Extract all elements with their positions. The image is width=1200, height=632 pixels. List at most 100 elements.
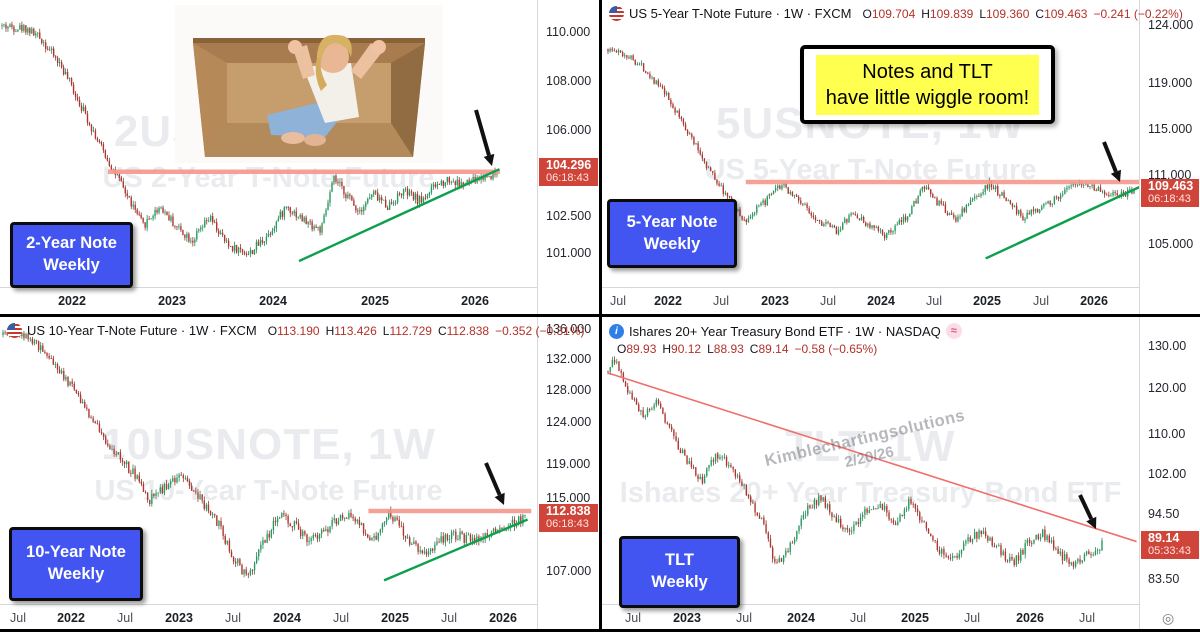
ohlc-key: H	[662, 342, 672, 356]
symbol-title[interactable]: Ishares 20+ Year Treasury Bond ETF · 1W …	[629, 323, 941, 339]
price-tick: 119.000	[546, 456, 591, 471]
label-line-2: Weekly	[643, 234, 701, 253]
down-arrow-annotation	[1102, 141, 1121, 182]
time-tick: 2024	[259, 294, 287, 308]
time-tick: 2025	[901, 611, 929, 625]
label-line-1: 5-Year Note	[626, 212, 718, 231]
bar-countdown: 06:18:43	[546, 517, 589, 530]
note-line-1: Notes and TLT	[862, 60, 993, 83]
time-tick: 2025	[361, 294, 389, 308]
last-price: 109.463	[1148, 178, 1194, 193]
price-tick: 105.000	[1148, 236, 1194, 251]
price-tick: 101.000	[546, 245, 592, 260]
note-annotation[interactable]: Notes and TLT have little wiggle room!	[800, 45, 1055, 124]
bar-countdown: 06:18:43	[1148, 192, 1191, 205]
panel-10-year-note: 10USNOTE, 1W US 10-Year T-Note Future US…	[0, 317, 599, 632]
price-change: −0.241 (−0.22%)	[1093, 6, 1183, 21]
time-tick: 2025	[973, 294, 1001, 308]
ohlc-value: 89.93	[626, 342, 657, 356]
time-tick: 2026	[489, 611, 517, 625]
price-tick: 136.000	[546, 322, 592, 336]
price-axis[interactable]: 136.000 132.000 128.000 124.000 119.000 115.0…	[537, 317, 599, 632]
time-tick: Jul	[736, 611, 752, 625]
time-tick: Jul	[625, 611, 641, 625]
price-tick: 124.000	[1148, 18, 1194, 32]
label-line-2: Weekly	[43, 256, 100, 274]
ohlc-value: 89.14	[758, 342, 789, 356]
ohlc-value: 109.839	[929, 6, 974, 21]
ohlc-value: 90.12	[671, 342, 702, 356]
ohlc-key: L	[979, 6, 986, 21]
chart-legend: i Ishares 20+ Year Treasury Bond ETF · 1…	[609, 323, 962, 339]
price-tick: 132.000	[546, 352, 592, 367]
annotation-label-tlt[interactable]: TLT Weekly	[619, 536, 740, 608]
scroll-to-realtime-icon[interactable]: ◎	[1162, 610, 1175, 626]
price-tick: 115.000	[546, 491, 591, 506]
last-price: 112.838	[546, 503, 591, 518]
ohlc-value: 109.463	[1044, 6, 1088, 21]
candlestick-chart-2-year[interactable]	[0, 0, 537, 287]
time-axis[interactable]: ◎ Jul 2023 Jul 2024 Jul 2025 Jul 2026 Jul	[602, 604, 1174, 632]
price-tick: 111.000	[1148, 167, 1192, 182]
horizontal-divider	[0, 314, 1200, 317]
annotation-label-2-year[interactable]: 2-Year Note Weekly	[10, 222, 133, 288]
time-axis[interactable]: Jul 2022 Jul 2023 Jul 2024 Jul 2025 Jul 2026	[602, 287, 1139, 314]
time-tick: 2026	[461, 294, 489, 308]
annotation-label-5-year[interactable]: 5-Year Note Weekly	[607, 199, 737, 268]
candlestick-chart-tlt[interactable]	[602, 317, 1139, 604]
note-line-2: have little wiggle room!	[825, 86, 1030, 109]
last-price: 104.296	[546, 158, 592, 173]
us-flag-icon	[609, 6, 624, 21]
time-tick: 2023	[165, 611, 193, 625]
time-axis[interactable]: Jul 2022 Jul 2023 Jul 2024 Jul 2025 Jul 2026	[0, 604, 537, 632]
price-tick: 107.000	[546, 563, 592, 578]
symbol-title[interactable]: US 10-Year T-Note Future · 1W · FXCM	[27, 323, 257, 338]
symbol-title[interactable]: US 5-Year T-Note Future · 1W · FXCM	[629, 6, 852, 21]
price-tick: 102.500	[546, 208, 592, 223]
woman-in-box-photo	[175, 5, 443, 163]
ohlc-key: C	[1035, 6, 1045, 21]
ohlc-key: O	[267, 323, 278, 338]
ohlc-value: 113.190	[277, 323, 320, 338]
ohlc-value: 113.426	[334, 323, 377, 338]
last-price-badge: 112.838 06:18:43	[539, 503, 598, 532]
time-tick: 2023	[761, 294, 789, 308]
time-tick: 2026	[1016, 611, 1044, 625]
time-tick: 2022	[57, 611, 85, 625]
approx-badge-icon[interactable]: ≈	[945, 323, 962, 339]
ohlc-key: H	[921, 6, 930, 21]
time-tick: Jul	[1033, 294, 1049, 308]
candlestick-chart-10-year[interactable]	[0, 317, 537, 604]
price-tick: 108.000	[546, 74, 592, 88]
label-line-2: Weekly	[651, 573, 708, 591]
price-tick: 110.000	[546, 25, 591, 39]
time-tick: 2022	[654, 294, 682, 308]
time-tick: Jul	[117, 611, 133, 625]
price-axis[interactable]: 130.00 120.00 110.00 102.00 94.50 83.50 89.14 0…	[1139, 317, 1200, 632]
time-tick: Jul	[333, 611, 349, 625]
price-axis[interactable]: 124.000 119.000 115.000 111.000 105.000 109.4…	[1139, 0, 1200, 314]
price-axis[interactable]: 110.000 108.000 106.000 102.500 101.000 104.2…	[537, 0, 599, 314]
time-tick: 2023	[158, 294, 186, 308]
last-price-badge: 109.463 06:18:43	[1141, 178, 1199, 207]
last-price: 89.14	[1148, 531, 1180, 546]
time-tick: Jul	[964, 611, 980, 625]
candlestick-chart-5-year[interactable]	[602, 0, 1139, 287]
ohlc-key: L	[707, 342, 714, 356]
price-tick: 128.000	[546, 383, 592, 398]
last-price-badge: 104.296 06:18:43	[539, 158, 598, 187]
price-tick: 102.00	[1148, 466, 1187, 481]
time-tick: Jul	[441, 611, 457, 625]
time-axis[interactable]: 2022 2023 2024 2025 2026	[0, 287, 537, 314]
time-tick: 2026	[1080, 294, 1108, 308]
annotation-label-10-year[interactable]: 10-Year Note Weekly	[9, 527, 143, 601]
ohlc-key: L	[382, 323, 390, 338]
info-icon[interactable]: i	[609, 323, 624, 339]
ohlc-value: 109.360	[986, 6, 1030, 21]
ohlc-values: O109.704 H109.839 L109.360 C109.463 −0.241 (…	[857, 7, 1183, 21]
ohlc-value: 109.704	[871, 6, 916, 21]
bar-countdown: 05:33:43	[1148, 545, 1191, 558]
panel-tlt: TLT, 1W Ishares 20+ Year Treasury Bond E…	[602, 317, 1200, 632]
cardboard-box-illustration	[175, 5, 443, 163]
